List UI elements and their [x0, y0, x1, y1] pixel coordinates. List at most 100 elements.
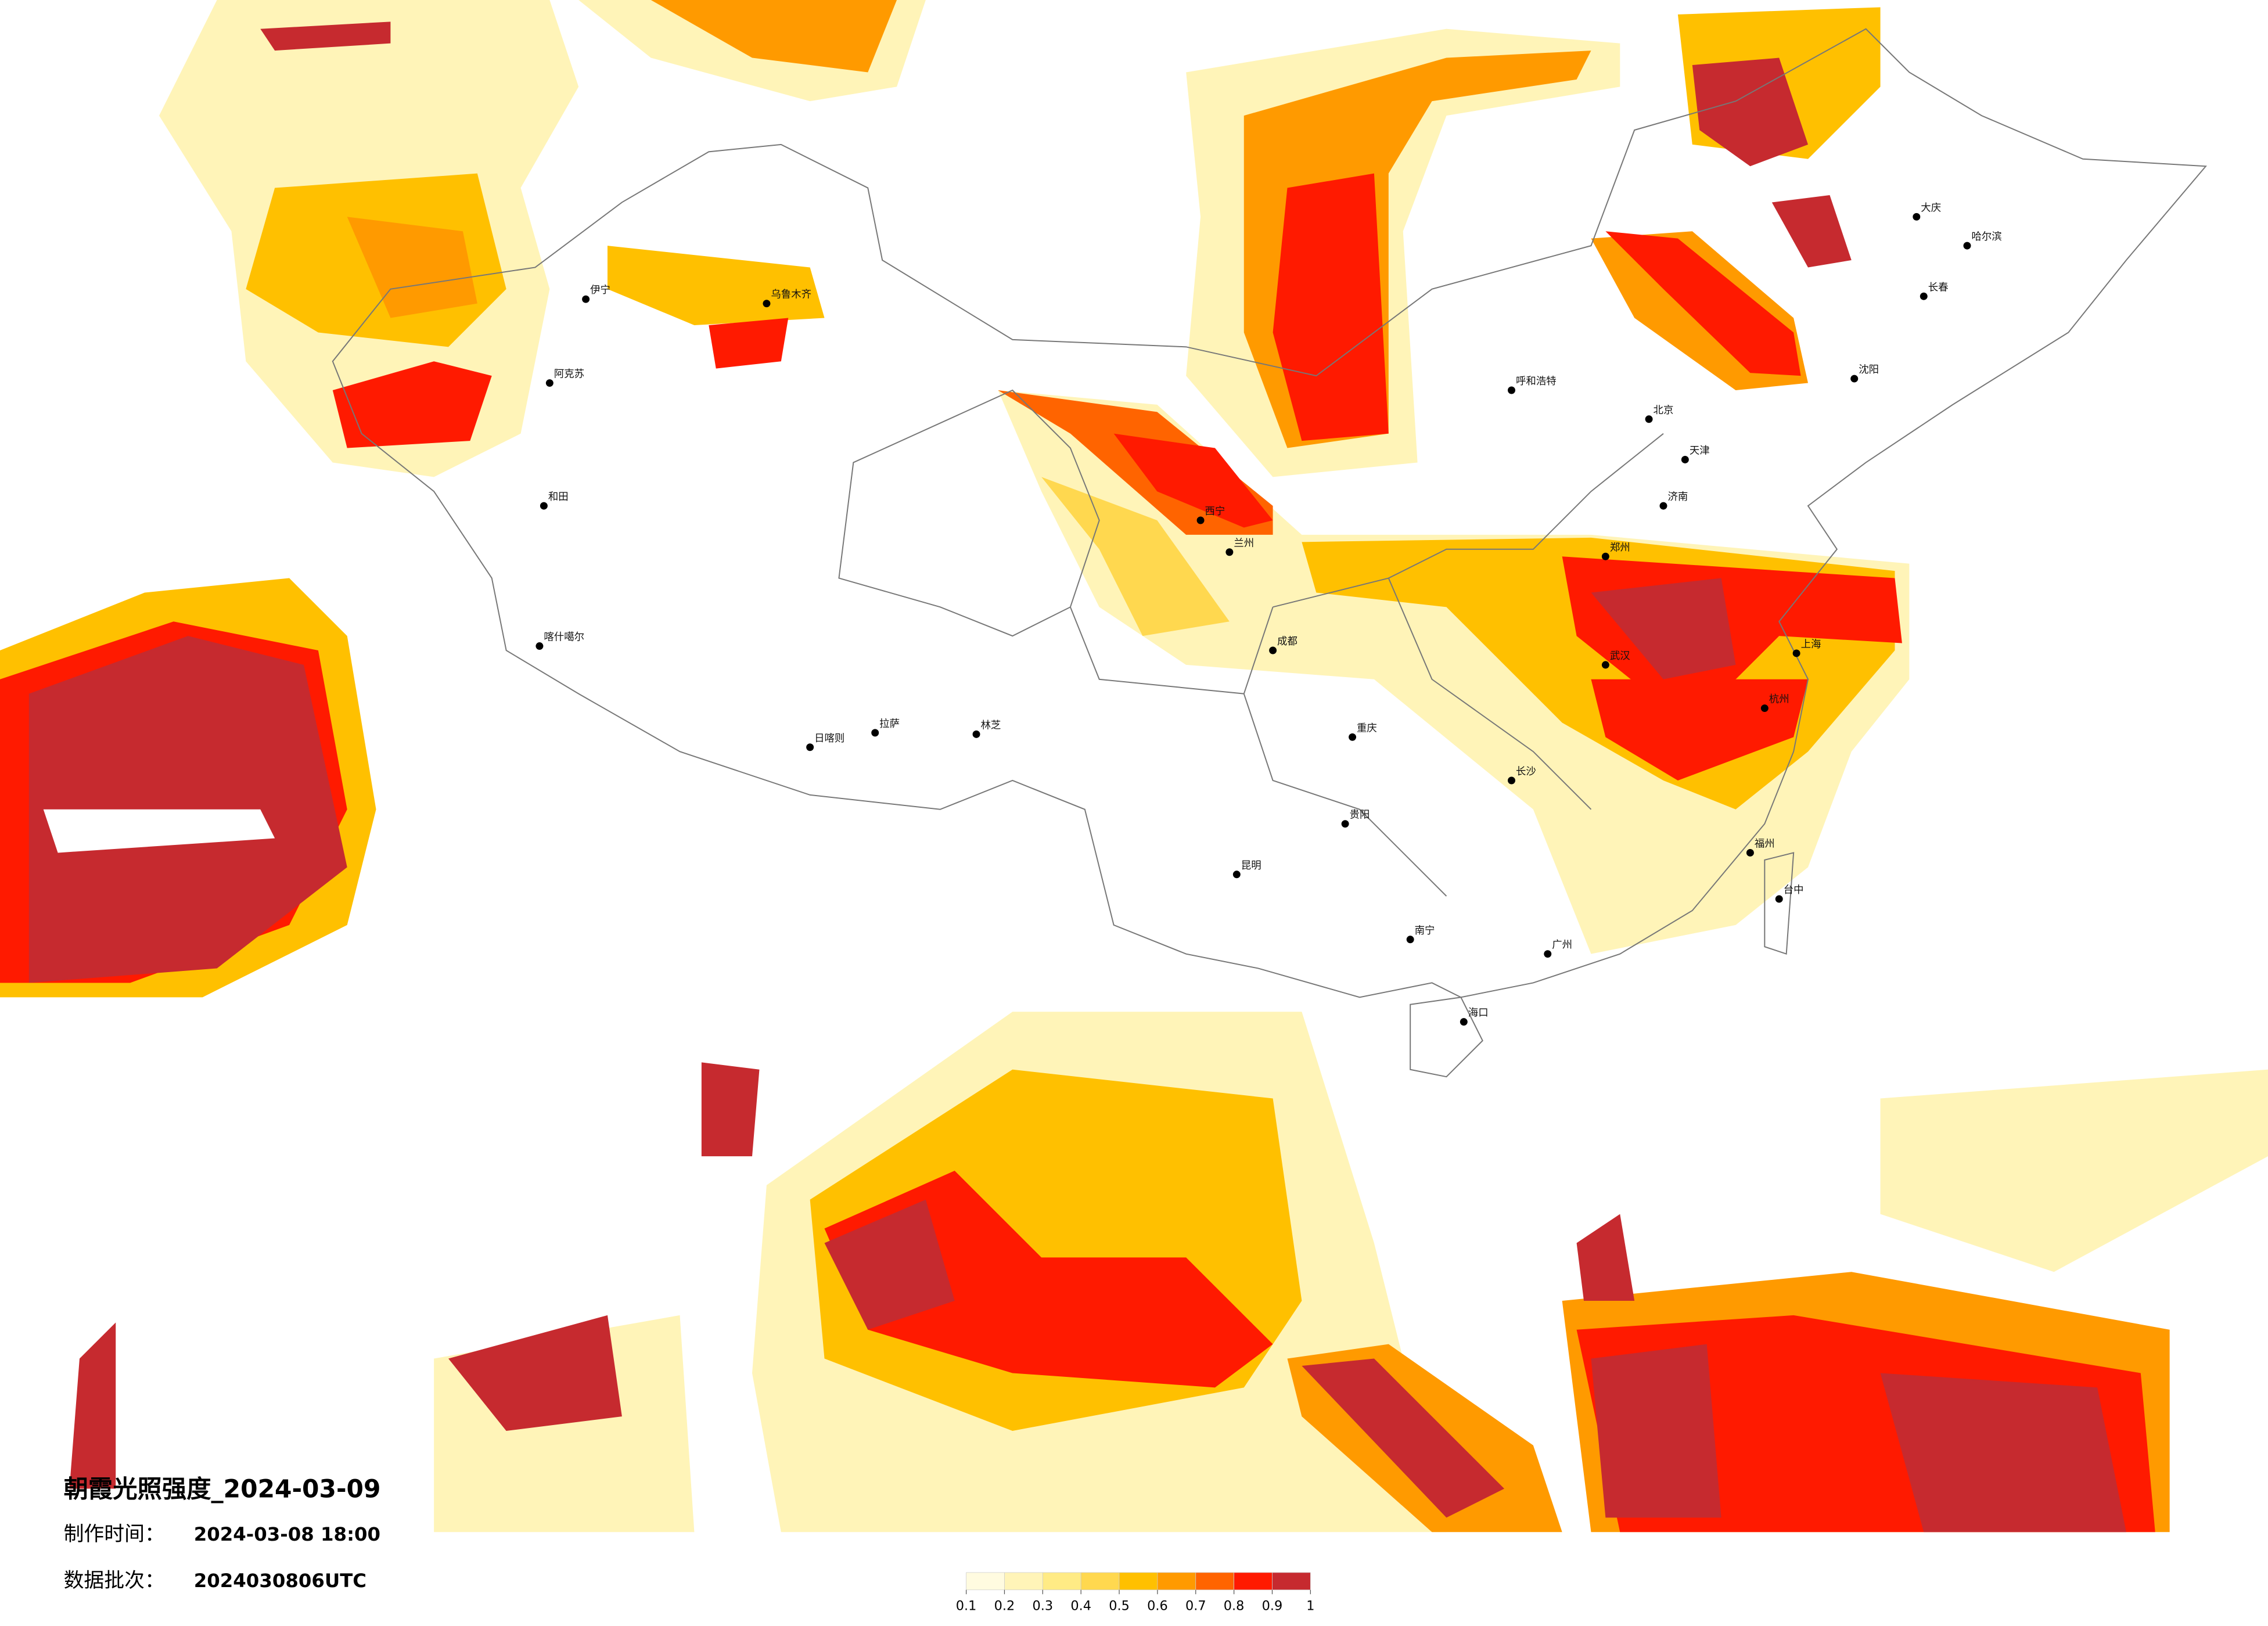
- city-label: 林芝: [981, 720, 1001, 731]
- colorbar-tick-label: 0.3: [1033, 1599, 1054, 1614]
- city-label: 武汉: [1610, 650, 1630, 662]
- colorbar-swatch: [1272, 1572, 1311, 1591]
- country-border: [332, 28, 2207, 998]
- city-dot: [1232, 870, 1241, 879]
- info-label: 制作时间：: [64, 1523, 165, 1546]
- city-dot: [1913, 213, 1921, 221]
- legend-text: 朝霞光照强度_2024-03-09 制作时间： 2024-03-08 18:00…: [64, 1475, 381, 1592]
- colorbar: 0.1 0.2 0.3 0.4 0.5 0.6 0.7 0.8 0.9 1: [956, 1572, 1314, 1614]
- city-label: 北京: [1654, 405, 1674, 416]
- city-label: 兰州: [1234, 538, 1254, 549]
- city-dot: [1792, 649, 1800, 657]
- colorbar-swatch: [1119, 1572, 1158, 1591]
- city-dot: [582, 295, 590, 303]
- city-dot: [1681, 455, 1689, 463]
- city-dot: [1225, 548, 1234, 556]
- colorbar-swatch: [1042, 1572, 1081, 1591]
- city-dot: [545, 379, 553, 387]
- heat-area: [347, 217, 477, 318]
- city-label: 昆明: [1241, 860, 1261, 872]
- heat-area: [701, 1062, 760, 1157]
- heat-area: [1273, 173, 1389, 441]
- city-label: 阿克苏: [554, 369, 584, 380]
- city-dot: [1601, 661, 1609, 669]
- city-dot: [1341, 820, 1349, 828]
- city-dot: [1269, 646, 1277, 654]
- colorbar-swatch: [966, 1572, 1005, 1591]
- heat-layer: [0, 0, 2268, 1533]
- city-dot: [763, 300, 771, 308]
- heat-area: [1576, 1214, 1635, 1301]
- city-label: 西宁: [1205, 506, 1225, 517]
- heat-area: [1692, 57, 1809, 167]
- city-dot: [1508, 776, 1515, 785]
- heat-area: [1302, 1358, 1505, 1518]
- heat-area: [69, 1322, 116, 1489]
- city-dot: [1508, 386, 1515, 394]
- heat-area: [1591, 679, 1809, 780]
- city-dot: [972, 730, 980, 738]
- city-label: 呼和浩特: [1516, 376, 1557, 387]
- city-dot: [535, 642, 544, 650]
- colorbar-tick-label: 0.9: [1262, 1599, 1283, 1614]
- city-dot: [1406, 936, 1414, 944]
- heat-area: [1041, 477, 1230, 636]
- colorbar-tick-label: 0.4: [1070, 1599, 1091, 1614]
- city-dot: [540, 502, 548, 510]
- city-label: 喀什噶尔: [544, 632, 584, 643]
- city-label: 长春: [1928, 282, 1949, 293]
- city-label: 广州: [1552, 940, 1572, 951]
- city-label: 济南: [1667, 491, 1688, 503]
- city-label: 郑州: [1610, 542, 1630, 553]
- city-label: 日喀则: [814, 733, 844, 744]
- info-value: 2024-03-08 18:00: [194, 1523, 380, 1545]
- colorbar-tick-label: 0.5: [1109, 1599, 1130, 1614]
- boundaries: [332, 28, 2207, 1078]
- city-label: 海口: [1468, 1008, 1489, 1019]
- city-label: 长沙: [1516, 766, 1536, 778]
- city-label: 台中: [1784, 884, 1804, 896]
- heat-area: [1591, 578, 1736, 679]
- colorbar-swatch: [1004, 1572, 1043, 1591]
- city-label: 重庆: [1357, 722, 1377, 734]
- city-label: 上海: [1801, 639, 1821, 650]
- colorbar-tick-label: 1: [1306, 1599, 1314, 1614]
- heat-area: [1771, 195, 1852, 268]
- info-value: 2024030806UTC: [194, 1570, 366, 1592]
- city-dot: [1659, 502, 1667, 510]
- city-dot: [1920, 292, 1928, 300]
- heat-area: [1880, 1069, 2268, 1272]
- city-dot: [1460, 1018, 1468, 1026]
- city-dot: [806, 743, 814, 751]
- city-label: 天津: [1690, 445, 1710, 457]
- city-dot: [1760, 704, 1769, 713]
- city-label: 哈尔滨: [1971, 231, 2001, 243]
- colorbar-swatch: [1080, 1572, 1120, 1591]
- city-label: 大庆: [1921, 202, 1941, 214]
- city-dot: [1349, 733, 1357, 741]
- colorbar-tick-label: 0.2: [994, 1599, 1015, 1614]
- heat-area: [607, 246, 825, 325]
- colorbar-swatch: [1234, 1572, 1273, 1591]
- city-dot: [871, 729, 879, 737]
- colorbar-tick-label: 0.7: [1185, 1599, 1206, 1614]
- heat-area: [824, 1199, 955, 1330]
- heat-area: [650, 0, 897, 73]
- city-label: 乌鲁木齐: [771, 289, 811, 301]
- city-dot: [1196, 516, 1205, 524]
- city-label: 贵阳: [1350, 810, 1370, 821]
- city-dot: [1850, 375, 1859, 383]
- city-label: 福州: [1755, 838, 1775, 850]
- city-dot: [1775, 895, 1783, 903]
- island-border: [1764, 852, 1795, 955]
- colorbar-tick-label: 0.1: [956, 1599, 977, 1614]
- city-label: 南宁: [1415, 925, 1435, 937]
- heat-area: [1605, 231, 1801, 376]
- city-dot: [1746, 848, 1754, 857]
- heat-area: [1113, 433, 1273, 528]
- colorbar-tick-label: 0.8: [1224, 1599, 1245, 1614]
- city-label: 拉萨: [879, 718, 900, 730]
- city-dot: [1544, 950, 1552, 958]
